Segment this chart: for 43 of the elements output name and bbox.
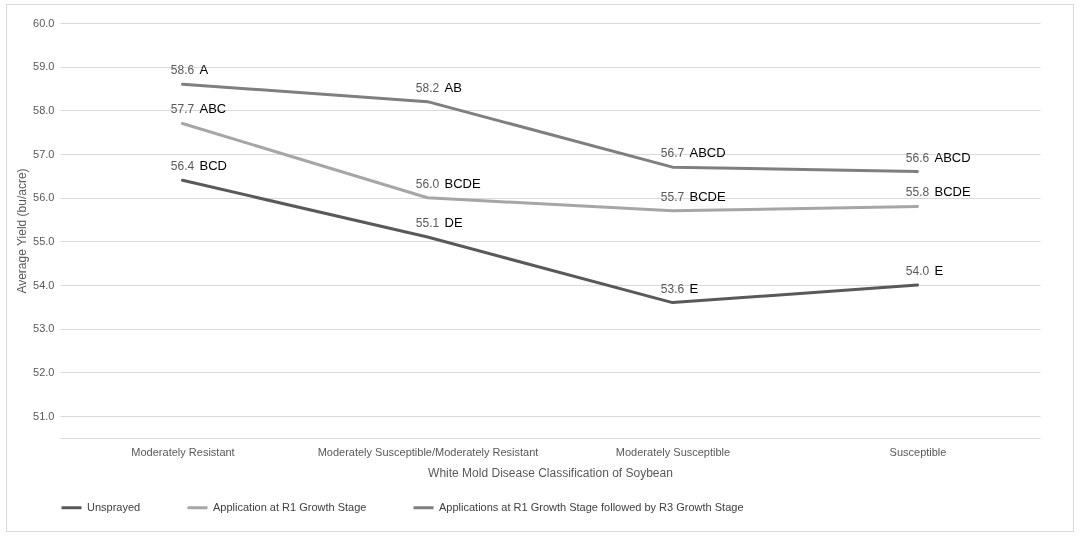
data-label: 55.1 bbox=[415, 216, 440, 231]
x-tick-label: Moderately Susceptible bbox=[615, 445, 731, 458]
data-label: 58.6 bbox=[170, 63, 195, 78]
y-tick-label: 59.0 bbox=[33, 60, 55, 73]
legend-label: Application at R1 Growth Stage bbox=[213, 500, 367, 513]
data-label: 57.7 bbox=[170, 102, 195, 117]
annotation: ABCD bbox=[689, 145, 726, 161]
annotation: BCDE bbox=[444, 175, 481, 191]
legend-label: Unsprayed bbox=[87, 500, 141, 513]
y-tick-label: 58.0 bbox=[33, 103, 55, 116]
y-tick-label: 60.0 bbox=[33, 16, 55, 29]
y-tick-label: 51.0 bbox=[33, 409, 55, 422]
annotation: BCDE bbox=[934, 184, 971, 200]
data-label: 58.2 bbox=[415, 80, 440, 95]
data-label: 53.6 bbox=[660, 281, 685, 296]
y-axis-title: Average Yield (bu/acre) bbox=[15, 168, 30, 294]
data-label: 56.0 bbox=[415, 176, 440, 191]
y-tick-label: 53.0 bbox=[33, 322, 55, 335]
x-tick-label: Moderately Resistant bbox=[131, 445, 235, 458]
y-tick-label: 56.0 bbox=[33, 191, 55, 204]
data-label: 56.7 bbox=[660, 146, 685, 161]
data-label: 56.4 bbox=[170, 159, 195, 174]
data-label: 54.0 bbox=[905, 264, 930, 279]
data-label: 56.6 bbox=[905, 150, 930, 165]
x-tick-label: Susceptible bbox=[889, 445, 947, 458]
y-tick-label: 55.0 bbox=[33, 234, 55, 247]
y-tick-label: 54.0 bbox=[33, 278, 55, 291]
annotation: ABCD bbox=[934, 149, 971, 165]
annotation: AB bbox=[444, 79, 462, 95]
y-tick-label: 52.0 bbox=[33, 365, 55, 378]
data-label: 55.8 bbox=[905, 185, 930, 200]
legend-label: Applications at R1 Growth Stage followed by R3 Growth Stage bbox=[439, 500, 744, 513]
annotation: BCD bbox=[199, 158, 227, 174]
annotation: BCDE bbox=[689, 188, 726, 204]
annotation: E bbox=[689, 280, 699, 296]
x-tick-label: Moderately Susceptible/Moderately Resistant bbox=[317, 445, 539, 458]
annotation: DE bbox=[444, 215, 463, 231]
x-axis-title: White Mold Disease Classification of Soybean bbox=[428, 465, 673, 480]
annotation: A bbox=[199, 62, 209, 78]
annotation: ABC bbox=[199, 101, 227, 117]
annotation: E bbox=[934, 263, 944, 279]
data-label: 55.7 bbox=[660, 189, 685, 204]
y-tick-label: 57.0 bbox=[33, 147, 55, 160]
